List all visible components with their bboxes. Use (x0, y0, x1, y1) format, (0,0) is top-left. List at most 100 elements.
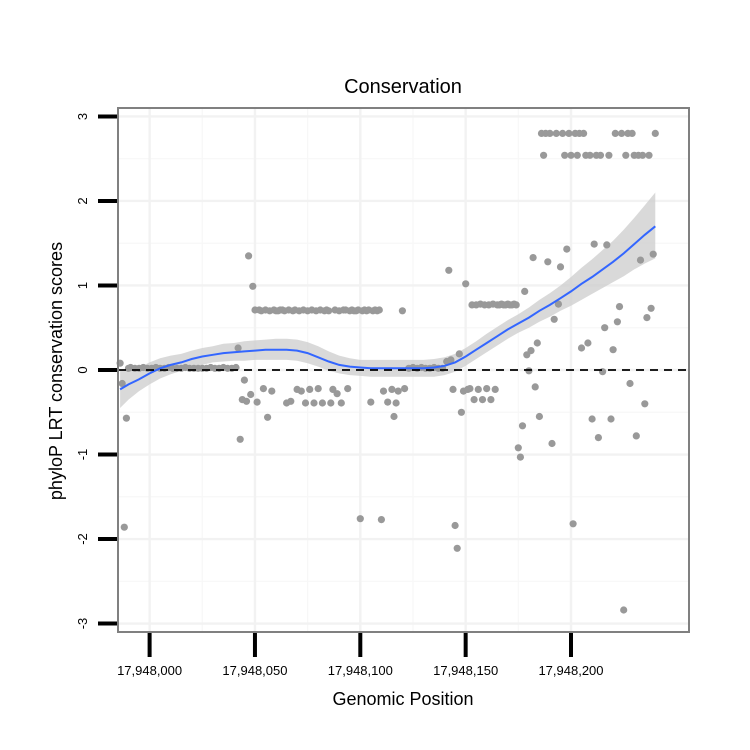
data-point (573, 151, 581, 159)
data-point (594, 434, 603, 442)
data-point (445, 266, 453, 274)
data-point (451, 521, 459, 530)
data-point (533, 339, 541, 347)
data-point (487, 396, 495, 404)
data-point (462, 280, 470, 288)
y-tick-label: 0 (75, 366, 90, 373)
data-point (327, 399, 335, 407)
data-point (379, 387, 388, 395)
data-point (567, 151, 575, 159)
data-point (556, 263, 565, 271)
data-point (264, 413, 272, 421)
data-point (590, 240, 598, 248)
data-point (234, 344, 242, 352)
data-point (297, 387, 305, 395)
data-point (601, 324, 609, 332)
y-tick-label: -2 (75, 533, 90, 545)
data-point (249, 282, 257, 290)
data-point (388, 385, 396, 393)
data-point (470, 396, 478, 404)
data-point (544, 258, 552, 266)
data-point (394, 387, 402, 395)
data-point (259, 385, 267, 393)
data-point (518, 422, 527, 430)
data-point (401, 385, 409, 393)
y-axis-title: phyloP LRT conservation scores (46, 242, 66, 500)
data-point (325, 307, 333, 315)
data-point (453, 544, 461, 552)
data-point (588, 415, 596, 423)
data-point (550, 315, 558, 323)
data-point (516, 453, 525, 461)
x-axis-title: Genomic Position (332, 689, 473, 709)
data-point (620, 606, 628, 614)
data-point (605, 151, 613, 159)
data-point (457, 408, 465, 416)
data-point (577, 344, 586, 352)
data-point (390, 412, 398, 421)
data-point (531, 383, 539, 391)
data-point (367, 398, 375, 406)
data-point (287, 397, 295, 405)
data-point (647, 304, 655, 312)
data-point (559, 129, 567, 137)
y-tick-label: -3 (75, 618, 90, 630)
data-point (356, 515, 364, 523)
points-layer (116, 129, 659, 614)
y-axis: -3 -2 -1 0 1 2 3 (75, 113, 117, 629)
data-point (240, 376, 248, 384)
data-point (611, 129, 619, 137)
data-point (514, 444, 522, 452)
data-point (622, 151, 630, 159)
data-point (615, 303, 624, 311)
data-point (344, 385, 352, 393)
data-point (268, 387, 276, 395)
data-point (478, 396, 487, 404)
data-point (613, 318, 622, 326)
data-point (552, 129, 560, 137)
data-point (636, 256, 645, 264)
data-point (584, 339, 592, 347)
data-point (253, 398, 261, 406)
data-point (247, 390, 255, 399)
data-point (563, 245, 571, 253)
data-point (618, 129, 626, 137)
smooth-line (119, 225, 656, 391)
x-tick-label: 17,948,100 (328, 663, 393, 678)
data-point (540, 151, 548, 159)
y-tick-label: 2 (75, 197, 90, 204)
data-point (632, 432, 640, 440)
y-tick-label: 1 (75, 282, 90, 289)
data-point (645, 151, 653, 159)
data-point (474, 385, 482, 393)
data-point (118, 379, 126, 388)
data-point (447, 356, 455, 364)
data-point (628, 129, 636, 137)
data-point (384, 398, 392, 406)
data-point (337, 399, 345, 407)
data-point (641, 400, 649, 408)
data-point (392, 399, 400, 407)
x-tick-label: 17,948,050 (222, 663, 287, 678)
data-point (449, 385, 457, 393)
data-point (546, 129, 554, 137)
smooth-line-layer (119, 225, 656, 391)
data-point (455, 350, 463, 358)
data-point (314, 385, 322, 393)
data-point (466, 385, 474, 393)
data-point (643, 314, 651, 322)
data-point (245, 252, 253, 260)
data-point (377, 516, 385, 524)
data-point (554, 300, 563, 308)
plot-frame (117, 107, 690, 633)
data-point (649, 250, 657, 258)
x-tick-label: 17,948,150 (433, 663, 498, 678)
confidence-band-layer (120, 192, 656, 408)
data-point (333, 390, 341, 398)
data-point (375, 306, 383, 314)
data-point (586, 151, 594, 159)
data-point (569, 520, 577, 528)
y-tick-label: -1 (75, 449, 90, 461)
